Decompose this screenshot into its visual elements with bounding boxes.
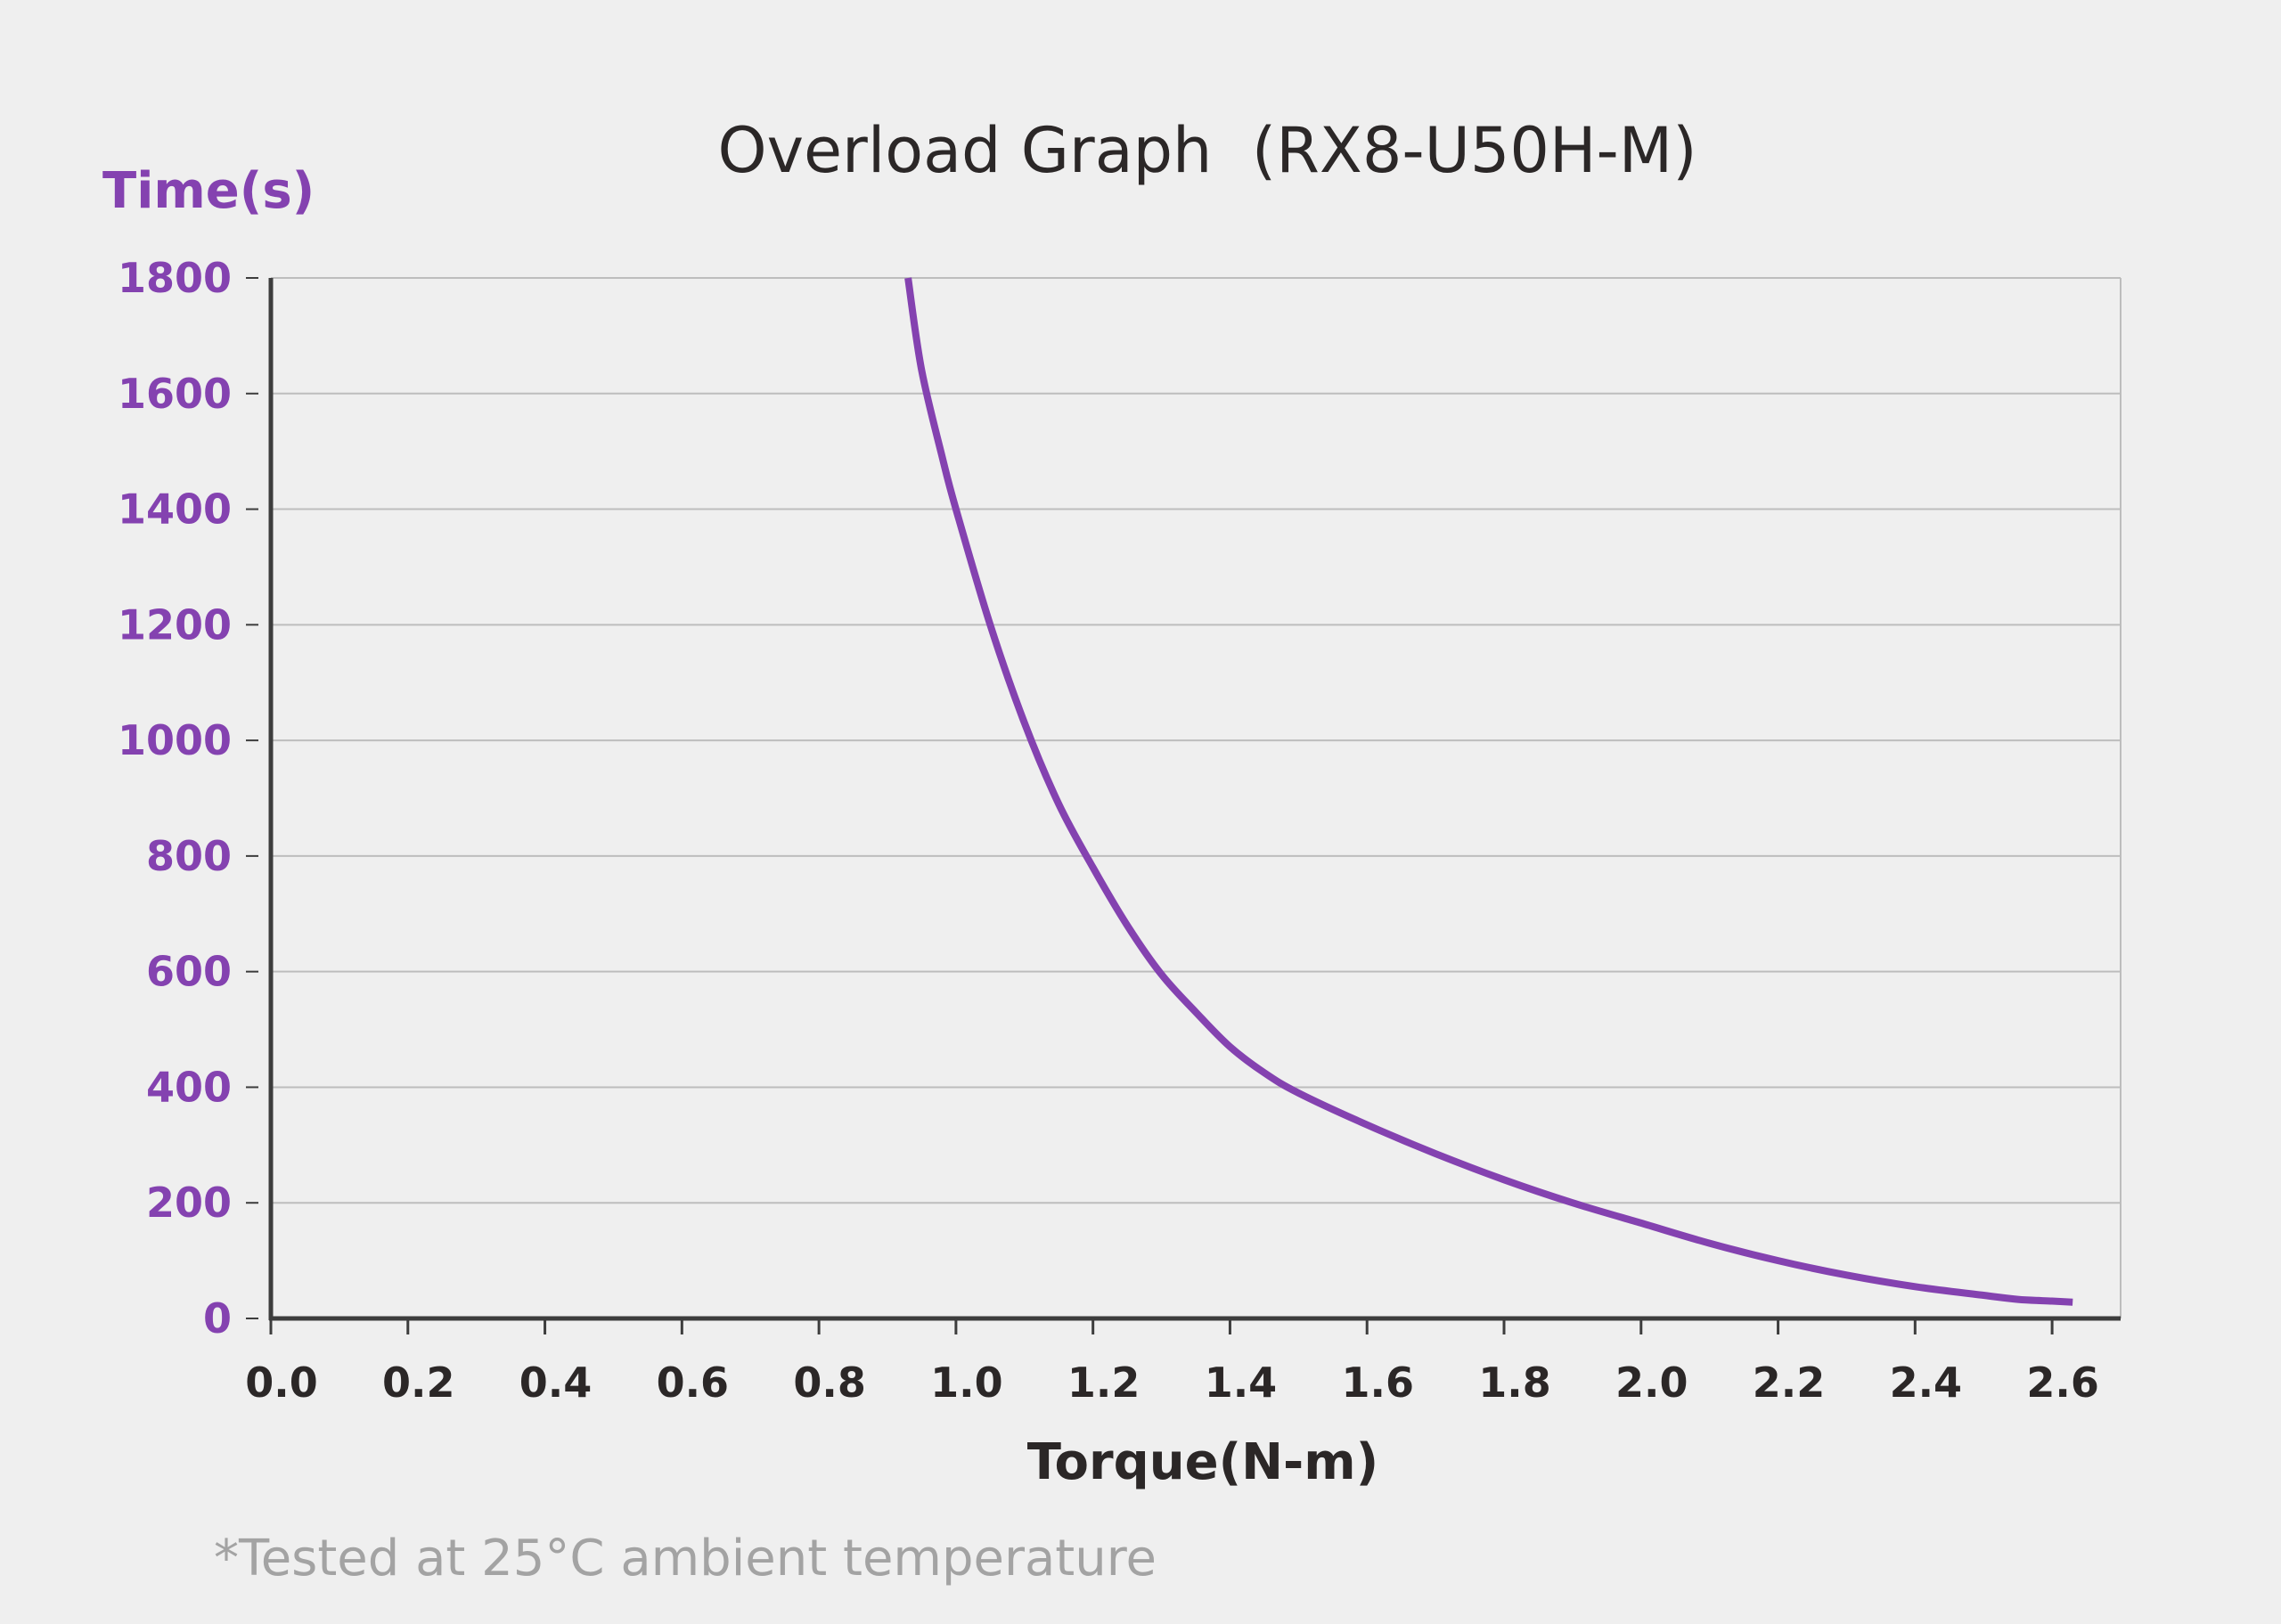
y-tick-label: 1000: [118, 716, 232, 764]
y-tick-label: 800: [146, 832, 232, 880]
x-tick-label: 1.8: [1478, 1359, 1551, 1407]
x-tick-label: 1.2: [1067, 1359, 1140, 1407]
x-tick-label: 1.6: [1341, 1359, 1414, 1407]
x-tick-label: 2.4: [1890, 1359, 1963, 1407]
chart-title: Overload Graph (RX8-U50H-M): [717, 114, 1696, 187]
x-tick-label: 1.4: [1205, 1359, 1278, 1407]
y-axis-ticks: 0 200 400 600 800 1000 1200 1400 1600 1800: [118, 254, 258, 1342]
y-tick-label: 400: [146, 1063, 232, 1111]
y-tick-label: 600: [146, 948, 232, 996]
y-tick-label: 0: [203, 1294, 232, 1342]
x-tick-label: 0.8: [793, 1359, 866, 1407]
y-tick-label: 1200: [118, 600, 232, 649]
y-tick-label: 1400: [118, 486, 232, 534]
y-tick-label: 1600: [118, 370, 232, 418]
x-tick-label: 0.0: [245, 1359, 318, 1407]
x-tick-label: 2.2: [1753, 1359, 1826, 1407]
series-layer: [904, 277, 2073, 1306]
footnote: *Tested at 25°C ambient temperature: [214, 1530, 1157, 1587]
grid-lines: [271, 277, 2122, 1318]
x-tick-label: 0.4: [519, 1359, 593, 1407]
y-tick-label: 1800: [118, 254, 232, 302]
y-axis-label: Time(s): [102, 162, 315, 220]
x-axis-ticks: 0.0 0.2 0.4 0.6 0.8 1.0 1.2 1.4 1.6 1.8 2.0 2.2 2.4 2…: [245, 1318, 2099, 1407]
axes: [268, 278, 2121, 1321]
x-tick-label: 2.6: [2026, 1359, 2099, 1407]
x-axis-label: Torque(N-m): [1027, 1433, 1378, 1491]
x-tick-label: 2.0: [1615, 1359, 1688, 1407]
x-tick-label: 0.6: [657, 1359, 730, 1407]
series-line-0: [904, 277, 2073, 1306]
x-tick-label: 1.0: [930, 1359, 1003, 1407]
x-tick-label: 0.2: [382, 1359, 455, 1407]
y-tick-label: 200: [146, 1179, 232, 1227]
